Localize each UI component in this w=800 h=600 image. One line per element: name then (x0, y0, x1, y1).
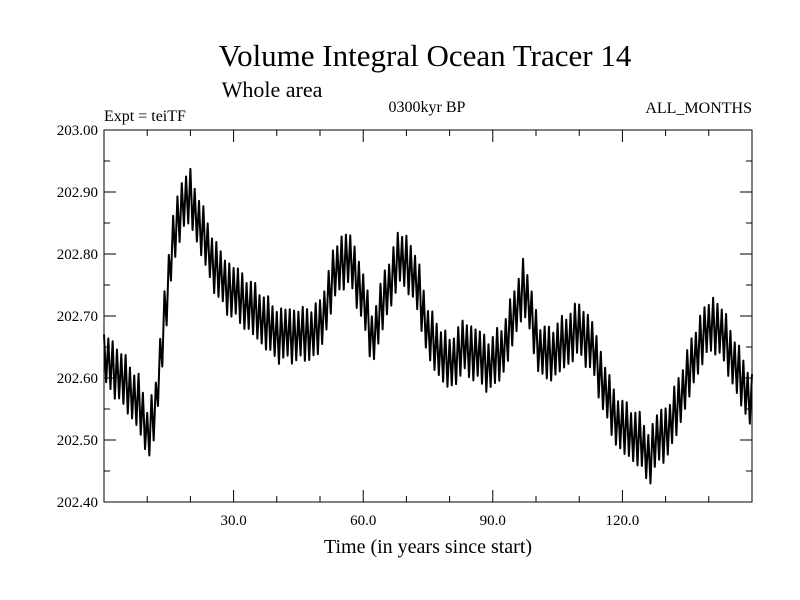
y-tick-label: 202.50 (57, 433, 98, 449)
chart-subtitle: Whole area (222, 77, 323, 102)
x-tick-label: 60.0 (350, 513, 376, 529)
y-tick-label: 203.00 (57, 123, 98, 139)
y-tick-label: 202.80 (57, 247, 98, 263)
y-tick-label: 202.90 (57, 185, 98, 201)
period-label: 0300kyr BP (389, 99, 466, 116)
months-label: ALL_MONTHS (645, 100, 752, 117)
series-line (103, 167, 753, 485)
chart-title: Volume Integral Ocean Tracer 14 (219, 38, 632, 73)
y-axis-ticks: 202.40 202.50 202.60 202.70 202.80 202.90 203.… (57, 123, 752, 511)
x-axis-ticks: 30.0 60.0 90.0 120.0 (146, 130, 710, 529)
y-tick-label: 202.40 (57, 495, 98, 511)
series-group (103, 167, 753, 485)
x-tick-label: 30.0 (220, 513, 246, 529)
plot-area: 30.0 60.0 90.0 120.0 202.40202.50202.60202.… (57, 123, 753, 529)
x-axis-label: Time (in years since start) (324, 536, 532, 558)
y-tick-label: 202.60 (57, 371, 98, 387)
experiment-label: Expt = teiTF (104, 108, 186, 125)
x-tick-label: 90.0 (480, 513, 506, 529)
y-tick-label: 202.70 (57, 309, 98, 325)
x-tick-label: 120.0 (606, 513, 640, 529)
